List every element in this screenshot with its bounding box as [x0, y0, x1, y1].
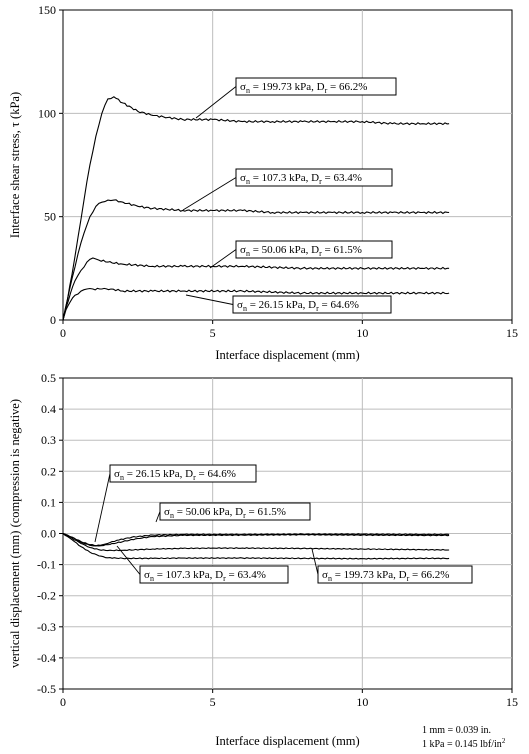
y-tick-label: -0.4 [37, 651, 56, 665]
series-label-box [232, 295, 392, 314]
x-tick-label: 0 [60, 326, 66, 340]
series-label-leader [311, 548, 319, 575]
series-label-box [139, 565, 289, 584]
plot-area-top [62, 9, 513, 321]
vertical-displacement-chart: 0 5 10 15 0.5 0.4 0.3 0.2 0.1 0.0 -0.1 -0.2 -0.3 -0.4… [8, 371, 518, 748]
y-axis-label: Interface shear stress, τ (kPa) [8, 92, 22, 238]
series-label-leader [195, 86, 237, 119]
x-axis-label: Interface displacement (mm) [215, 348, 359, 362]
x-tick-label: 0 [60, 695, 66, 709]
series-line [62, 532, 450, 552]
series-line [62, 199, 450, 321]
y-tick-label: 0.1 [41, 495, 56, 509]
series-label-box [109, 464, 257, 483]
y-tick-label: 100 [38, 106, 56, 120]
series-line [62, 533, 450, 560]
series-label-box [235, 77, 397, 96]
x-axis-label: Interface displacement (mm) [215, 734, 359, 748]
series-label-box [317, 565, 473, 584]
x-tick-label: 15 [506, 695, 518, 709]
x-tick-label: 10 [356, 695, 368, 709]
series-label-leader [182, 177, 237, 211]
y-tick-label: -0.3 [37, 620, 56, 634]
series-label-box [235, 168, 393, 187]
series-label: σn = 107.3 kPa, Dr = 63.4% [144, 569, 266, 583]
series-label-leader [185, 294, 234, 305]
series-line [62, 533, 450, 547]
series-label: σn = 26.15 kPa, Dr = 64.6% [114, 468, 236, 482]
series-label: σn = 199.73 kPa, Dr = 66.2% [322, 569, 449, 583]
y-tick-label: 0.0 [41, 527, 56, 541]
x-tick-label: 15 [506, 326, 518, 340]
y-axis-label: vertical displacement (mm) (compression … [8, 399, 22, 668]
y-tick-label: 0 [50, 313, 56, 327]
y-tick-label: -0.2 [37, 589, 56, 603]
y-tick-label: 0.3 [41, 433, 56, 447]
series-line [62, 532, 450, 547]
series-label: σn = 50.06 kPa, Dr = 61.5% [240, 244, 362, 258]
series-label-box [159, 502, 311, 521]
y-tick-label: 0.5 [41, 371, 56, 385]
conversion-kpa: 1 kPa = 0.145 lbf/in2 [422, 737, 506, 750]
series-label-box [235, 240, 393, 259]
y-tick-label: -0.1 [37, 558, 56, 572]
series-label: σn = 199.73 kPa, Dr = 66.2% [240, 81, 367, 95]
conversion-mm: 1 mm = 0.039 in. [422, 725, 491, 736]
series-label-leader [116, 545, 141, 575]
series-label: σn = 107.3 kPa, Dr = 63.4% [240, 172, 362, 186]
series-label-leader [209, 249, 237, 269]
series-line [62, 257, 450, 321]
y-tick-label: 50 [44, 210, 56, 224]
series-line [62, 287, 450, 321]
x-tick-label: 10 [356, 326, 368, 340]
y-tick-label: 0.2 [41, 464, 56, 478]
series-label-leader [155, 511, 161, 523]
x-tick-label: 5 [210, 326, 216, 340]
series-label-leader [94, 473, 111, 543]
x-tick-label: 5 [210, 695, 216, 709]
series-label: σn = 50.06 kPa, Dr = 61.5% [164, 506, 286, 520]
series-line [62, 96, 450, 321]
series-label: σn = 26.15 kPa, Dr = 64.6% [237, 299, 359, 313]
y-tick-label: 0.4 [41, 402, 56, 416]
y-tick-label: -0.5 [37, 682, 56, 696]
y-tick-label: 150 [38, 3, 56, 17]
